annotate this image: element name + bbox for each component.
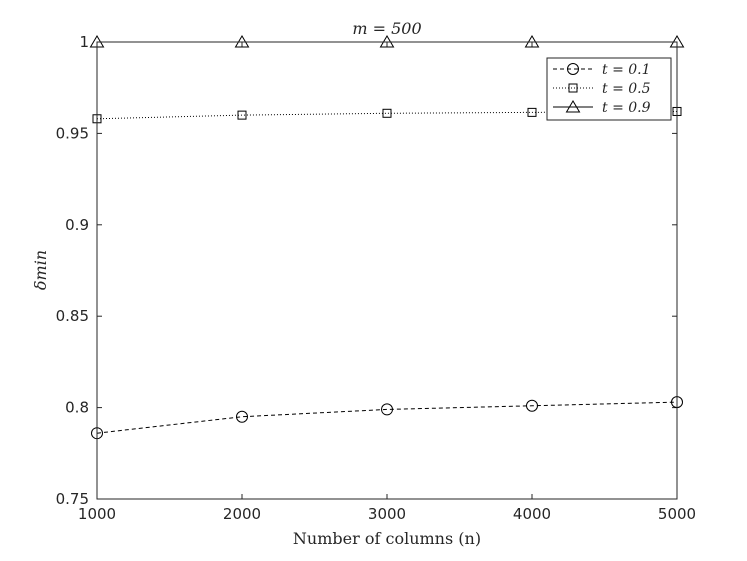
x-tick-label: 2000 [223, 505, 261, 523]
x-tick-label: 1000 [78, 505, 116, 523]
legend-marker [568, 83, 578, 93]
data-point [381, 403, 393, 416]
y-tick-label: 0.95 [56, 124, 89, 142]
x-tick-labels: 1000 2000 3000 4000 5000 [78, 505, 696, 523]
y-tick-labels: 0.75 0.8 0.85 0.9 0.95 1 [56, 33, 89, 508]
legend-label: t = 0.5 [602, 81, 651, 97]
legend: t = 0.1 t = 0.5 t = 0.9 [546, 57, 672, 121]
x-tick-label: 5000 [658, 505, 696, 523]
x-tick-label: 4000 [513, 505, 551, 523]
y-tick-label: 1 [79, 33, 89, 51]
legend-marker [565, 100, 581, 113]
data-point [382, 108, 392, 118]
data-point [237, 110, 247, 120]
y-axis-label: δmin [31, 250, 50, 290]
legend-entry: t = 0.5 [553, 81, 651, 97]
data-point [236, 410, 248, 423]
x-tick-label: 3000 [368, 505, 406, 523]
legend-label: t = 0.1 [602, 62, 651, 78]
y-tick-label: 0.75 [56, 490, 89, 508]
y-tick-label: 0.85 [56, 307, 89, 325]
legend-entry: t = 0.9 [553, 100, 651, 116]
plot-frame [96, 41, 678, 500]
y-tick-label: 0.9 [65, 216, 89, 234]
chart-title: m = 500 [352, 19, 421, 38]
legend-entry: t = 0.1 [553, 62, 651, 78]
legend-label: t = 0.9 [602, 100, 651, 116]
data-point [527, 107, 537, 117]
y-tick-label: 0.8 [65, 399, 89, 417]
data-point [526, 399, 538, 412]
series-line [96, 401, 678, 434]
legend-marker [567, 63, 579, 75]
x-axis-label: Number of columns (n) [293, 529, 481, 548]
